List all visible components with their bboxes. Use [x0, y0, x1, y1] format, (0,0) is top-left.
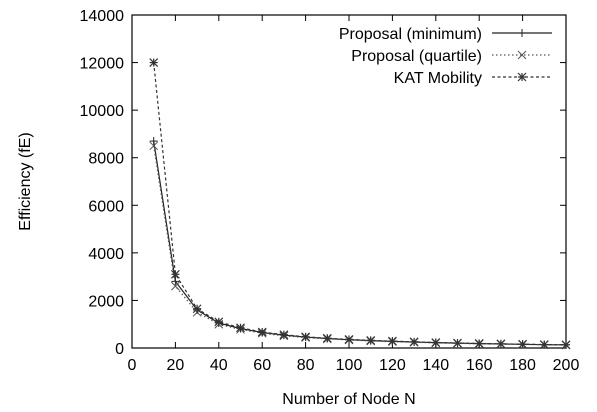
series-2	[149, 58, 571, 350]
star-marker	[517, 72, 527, 82]
star-marker	[366, 335, 376, 345]
legend: Proposal (minimum) Proposal (quartile) KAT…	[339, 26, 552, 87]
star-marker	[344, 335, 354, 344]
x-tick-label: 160	[466, 357, 493, 374]
star-marker	[192, 304, 202, 314]
series-line	[153, 140, 567, 346]
x-tick-label: 120	[379, 357, 406, 374]
star-marker	[474, 339, 484, 348]
star-marker	[518, 339, 528, 349]
star-marker	[257, 327, 267, 337]
x-tick-label: 40	[210, 357, 228, 374]
x-tick-label: 140	[422, 357, 449, 374]
star-marker	[301, 332, 311, 342]
legend-label: Proposal (minimum)	[339, 26, 482, 43]
y-tick-label: 6000	[88, 198, 124, 215]
star-marker	[149, 58, 159, 67]
y-tick-label: 12000	[80, 56, 125, 73]
legend-label: Proposal (quartile)	[351, 48, 482, 65]
star-marker	[431, 338, 441, 347]
series-0	[149, 137, 570, 349]
y-tick-label: 2000	[88, 293, 124, 310]
series-line	[153, 62, 567, 346]
y-axis-label: Efficiency (fE)	[17, 132, 34, 230]
y-tick-label: 4000	[88, 246, 124, 263]
x-axis-label: Number of Node N	[282, 391, 415, 408]
x-marker	[517, 50, 527, 60]
x-tick-label: 0	[128, 357, 137, 374]
x-tick-label: 180	[509, 357, 536, 374]
plot-axes: 0 20 40 60 80 100 120 140 160 180 2000200040006000…	[80, 8, 580, 374]
star-marker	[236, 323, 245, 333]
star-marker	[496, 339, 506, 349]
x-marker	[149, 141, 159, 151]
y-tick-label: 14000	[80, 8, 125, 25]
x-tick-label: 20	[167, 357, 185, 374]
legend-label: KAT Mobility	[394, 70, 482, 87]
star-marker	[539, 340, 549, 349]
star-marker	[170, 269, 180, 279]
star-marker	[279, 330, 289, 340]
y-tick-label: 0	[115, 341, 124, 358]
star-marker	[322, 333, 332, 343]
x-marker	[171, 281, 180, 291]
star-marker	[561, 340, 571, 350]
series-line	[153, 145, 567, 346]
star-marker	[409, 337, 419, 347]
x-tick-label: 200	[553, 357, 580, 374]
star-marker	[387, 336, 397, 346]
x-tick-label: 100	[336, 357, 363, 374]
series-layer	[149, 58, 571, 350]
y-tick-label: 10000	[80, 103, 125, 120]
star-marker	[453, 338, 462, 348]
x-tick-label: 80	[297, 357, 315, 374]
x-tick-label: 60	[253, 357, 271, 374]
y-tick-label: 8000	[88, 151, 124, 168]
plot-frame	[131, 14, 567, 349]
star-marker	[214, 317, 224, 327]
